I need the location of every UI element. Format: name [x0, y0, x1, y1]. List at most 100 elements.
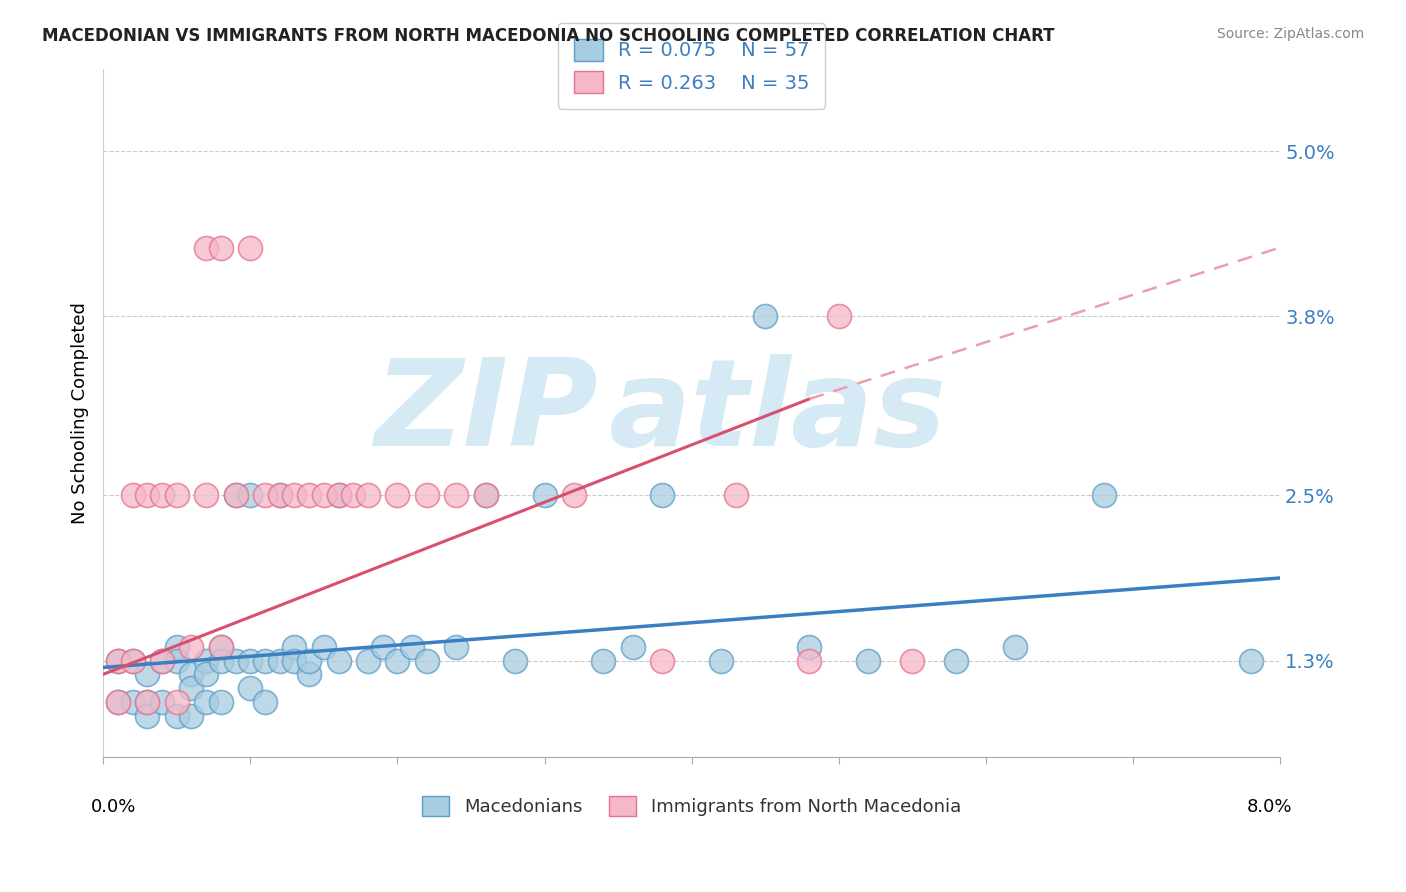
Point [225, 488, 247, 502]
Point [283, 654, 305, 668]
Point [1240, 654, 1263, 668]
Point [312, 640, 335, 654]
Point [387, 654, 409, 668]
Point [195, 654, 218, 668]
Point [253, 488, 276, 502]
Point [533, 488, 555, 502]
Point [180, 681, 202, 695]
Point [121, 654, 143, 668]
Point [799, 640, 821, 654]
Point [107, 695, 129, 709]
Point [136, 708, 159, 723]
Point [416, 654, 439, 668]
Point [474, 488, 496, 502]
Point [150, 488, 173, 502]
Point [150, 654, 173, 668]
Point [621, 640, 644, 654]
Text: ZIP: ZIP [374, 354, 598, 471]
Point [312, 488, 335, 502]
Point [651, 654, 673, 668]
Point [180, 640, 202, 654]
Point [136, 695, 159, 709]
Point [357, 488, 380, 502]
Point [195, 488, 218, 502]
Point [150, 654, 173, 668]
Point [799, 654, 821, 668]
Point [166, 488, 188, 502]
Point [754, 310, 776, 324]
Point [371, 640, 394, 654]
Point [562, 488, 585, 502]
Text: atlas: atlas [609, 354, 948, 471]
Point [166, 708, 188, 723]
Point [710, 654, 733, 668]
Text: 0.0%: 0.0% [91, 798, 136, 816]
Y-axis label: No Schooling Completed: No Schooling Completed [72, 301, 89, 524]
Text: Source: ZipAtlas.com: Source: ZipAtlas.com [1216, 27, 1364, 41]
Point [225, 488, 247, 502]
Point [209, 640, 232, 654]
Point [269, 488, 291, 502]
Point [724, 488, 747, 502]
Point [253, 695, 276, 709]
Point [828, 310, 851, 324]
Point [239, 240, 262, 254]
Point [283, 640, 305, 654]
Point [298, 667, 321, 681]
Point [107, 654, 129, 668]
Point [195, 240, 218, 254]
Legend: Macedonians, Immigrants from North Macedonia: Macedonians, Immigrants from North Maced… [415, 789, 969, 823]
Point [253, 654, 276, 668]
Point [107, 695, 129, 709]
Point [136, 488, 159, 502]
Point [901, 654, 924, 668]
Point [209, 240, 232, 254]
Point [328, 488, 350, 502]
Point [342, 488, 364, 502]
Point [856, 654, 879, 668]
Point [298, 488, 321, 502]
Point [107, 654, 129, 668]
Point [121, 695, 143, 709]
Point [166, 695, 188, 709]
Point [401, 640, 423, 654]
Point [180, 708, 202, 723]
Point [651, 488, 673, 502]
Point [239, 488, 262, 502]
Point [180, 667, 202, 681]
Point [150, 695, 173, 709]
Point [136, 667, 159, 681]
Point [239, 654, 262, 668]
Point [387, 488, 409, 502]
Point [239, 681, 262, 695]
Point [283, 488, 305, 502]
Point [416, 488, 439, 502]
Point [503, 654, 526, 668]
Point [209, 695, 232, 709]
Point [328, 654, 350, 668]
Text: MACEDONIAN VS IMMIGRANTS FROM NORTH MACEDONIA NO SCHOOLING COMPLETED CORRELATION: MACEDONIAN VS IMMIGRANTS FROM NORTH MACE… [42, 27, 1054, 45]
Point [209, 654, 232, 668]
Point [945, 654, 967, 668]
Point [269, 654, 291, 668]
Point [592, 654, 614, 668]
Point [269, 488, 291, 502]
Point [136, 695, 159, 709]
Point [357, 654, 380, 668]
Point [1092, 488, 1115, 502]
Point [298, 654, 321, 668]
Point [225, 654, 247, 668]
Point [121, 488, 143, 502]
Point [444, 640, 467, 654]
Point [195, 667, 218, 681]
Point [121, 654, 143, 668]
Point [328, 488, 350, 502]
Text: 8.0%: 8.0% [1247, 798, 1292, 816]
Point [209, 640, 232, 654]
Point [1004, 640, 1026, 654]
Point [166, 654, 188, 668]
Point [444, 488, 467, 502]
Point [474, 488, 496, 502]
Point [195, 695, 218, 709]
Point [166, 640, 188, 654]
